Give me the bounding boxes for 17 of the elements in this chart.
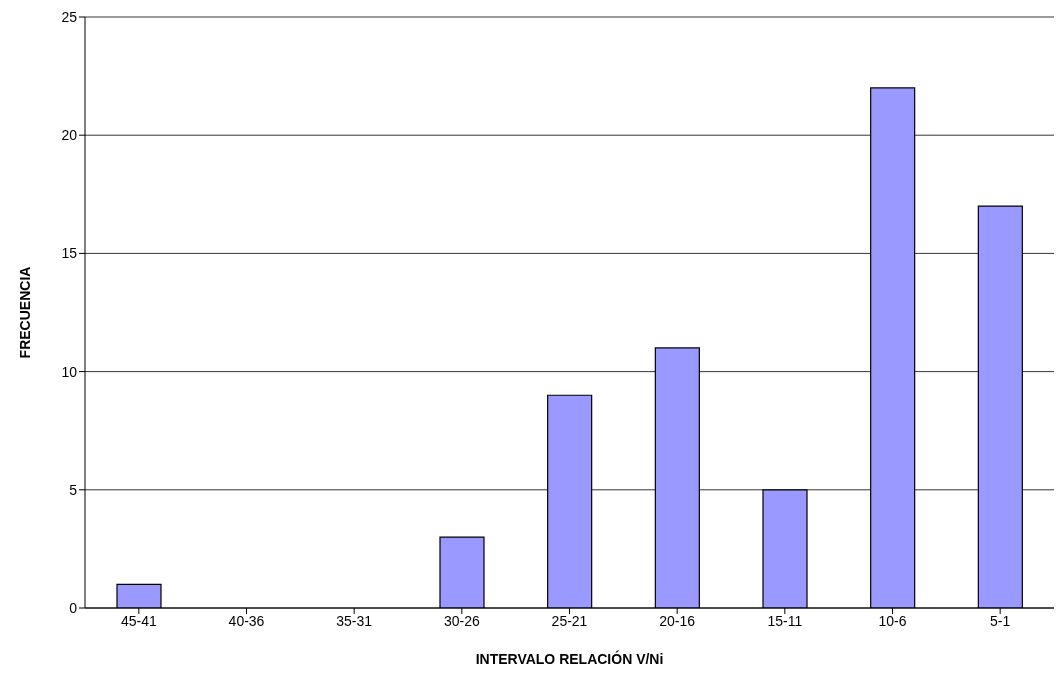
x-tick-label: 35-31 (336, 612, 373, 629)
x-axis-title: INTERVALO RELACIÓN V/Ni (475, 650, 664, 667)
y-tick-label: 15 (61, 245, 78, 262)
x-tick-label: 15-11 (767, 612, 803, 629)
y-tick-label: 10 (61, 363, 78, 380)
x-tick-label: 25-21 (551, 612, 588, 629)
y-tick-label: 20 (61, 127, 78, 144)
y-tick-label: 25 (61, 8, 78, 25)
x-tick-label: 10-6 (878, 612, 907, 629)
x-tick-label: 5-1 (990, 612, 1011, 629)
y-axis-title: FRECUENCIA (16, 266, 33, 359)
x-tick-label: 45-41 (120, 612, 157, 629)
x-tick-label: 30-26 (443, 612, 480, 629)
y-tick-label: 5 (69, 481, 78, 498)
x-tick-label: 20-16 (659, 612, 696, 629)
y-tick-label: 0 (69, 599, 78, 616)
x-tick-label: 40-36 (228, 612, 265, 629)
